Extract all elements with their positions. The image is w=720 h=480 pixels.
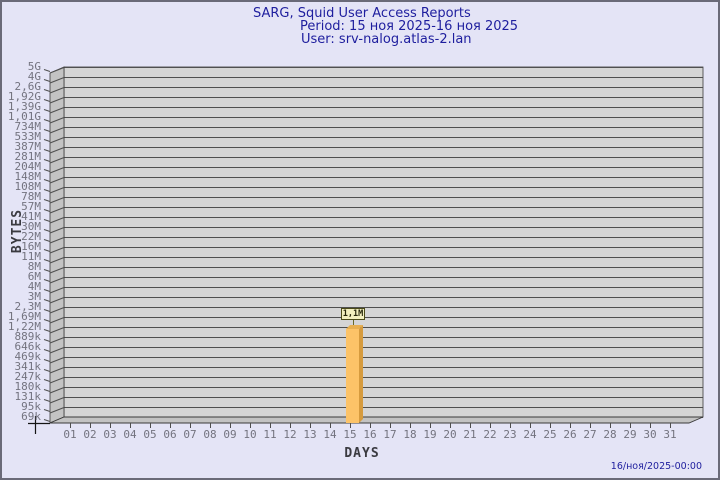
x-tick-label: 17 (383, 428, 397, 441)
y-tick-label: 41M (21, 210, 41, 223)
report-period: Period: 15 ноя 2025-16 ноя 2025 (300, 19, 519, 34)
footer-timestamp: 16/ноя/2025-00:00 (610, 461, 702, 472)
y-tick-label: 2,6G (14, 80, 42, 93)
plot-area (63, 66, 704, 418)
x-tick-label: 10 (243, 428, 257, 441)
y-tick-label: 204M (14, 160, 42, 173)
x-tick-label: 16 (363, 428, 377, 441)
y-axis-title: BYTES (10, 208, 25, 254)
x-tick-label: 18 (403, 428, 417, 441)
y-tick-label: 3M (27, 290, 41, 303)
origin-axis-lines (28, 416, 50, 434)
y-tick-label: 2,3M (14, 300, 42, 313)
report-user: User: srv-nalog.atlas-2.lan (301, 32, 472, 47)
x-tick-label: 12 (283, 428, 297, 441)
y-tick-label: 5G (27, 60, 41, 73)
bar-day-15-top (346, 325, 363, 329)
x-tick-label: 19 (423, 428, 437, 441)
x-tick-label: 05 (143, 428, 157, 441)
x-tick-marks (70, 423, 671, 428)
y-tick-label: 57M (21, 200, 41, 213)
y-tick-label: 4M (27, 280, 41, 293)
y-tick-label: 8M (27, 260, 41, 273)
y-tick-label: 1,92G (7, 90, 41, 103)
y-tick-label: 247k (14, 370, 42, 383)
x-tick-label: 03 (103, 428, 117, 441)
x-tick-label: 23 (503, 428, 517, 441)
y-tick-label: 95k (21, 400, 41, 413)
x-tick-label: 14 (323, 428, 337, 441)
y-tick-label: 1,39G (7, 100, 41, 113)
x-tick-label: 13 (303, 428, 317, 441)
axis-floor-3d (49, 416, 704, 424)
x-tick-label: 15 (343, 428, 357, 441)
y-tick-label: 889k (14, 330, 42, 343)
x-tick-label: 02 (83, 428, 97, 441)
y-tick-label: 16M (21, 240, 41, 253)
y-tick-label: 469k (14, 350, 42, 363)
y-tick-label: 1,69M (7, 310, 41, 323)
x-tick-label: 21 (463, 428, 477, 441)
report-title: SARG, Squid User Access Reports (253, 6, 471, 21)
y-tick-label: 734M (14, 120, 42, 133)
y-tick-label: 180k (14, 380, 42, 393)
x-tick-label: 27 (583, 428, 597, 441)
y-tick-label: 131k (14, 390, 42, 403)
x-tick-label: 06 (163, 428, 177, 441)
y-tick-label: 533M (14, 130, 42, 143)
y-tick-label: 22M (21, 230, 41, 243)
x-tick-label: 08 (203, 428, 217, 441)
y-tick-label: 108M (14, 180, 42, 193)
x-tick-label: 22 (483, 428, 497, 441)
y-tick-label: 341k (14, 360, 42, 373)
y-tick-label: 6M (27, 270, 41, 283)
x-tick-label: 26 (563, 428, 577, 441)
x-tick-label: 24 (523, 428, 537, 441)
y-tick-label: 646k (14, 340, 42, 353)
y-tick-label: 1,01G (7, 110, 41, 123)
x-tick-label: 25 (543, 428, 557, 441)
y-gridlines (64, 67, 703, 418)
y-tick-label: 4G (27, 70, 41, 83)
x-tick-label: 09 (223, 428, 237, 441)
x-tick-label: 04 (123, 428, 137, 441)
bar-value-label: 1,1M (341, 308, 365, 320)
y-tick-label: 387M (14, 140, 42, 153)
x-axis-title: DAYS (344, 446, 380, 461)
x-tick-label: 28 (603, 428, 617, 441)
x-tick-label: 31 (663, 428, 677, 441)
y-tick-label: 281M (14, 150, 42, 163)
x-tick-label: 07 (183, 428, 197, 441)
y-tick-label: 69k (21, 410, 41, 423)
y-tick-label: 148M (14, 170, 42, 183)
x-tick-label: 01 (63, 428, 77, 441)
x-tick-label: 30 (643, 428, 657, 441)
y-tick-label: 11M (21, 250, 41, 263)
bar-day-15-side (359, 325, 363, 423)
x-tick-label: 11 (263, 428, 277, 441)
y-tick-marks (43, 67, 65, 424)
bar-day-15 (346, 329, 359, 423)
x-tick-label: 29 (623, 428, 637, 441)
y-tick-label: 78M (21, 190, 41, 203)
y-tick-label: 30M (21, 220, 41, 233)
x-tick-label: 20 (443, 428, 457, 441)
y-tick-label: 1,22M (7, 320, 41, 333)
